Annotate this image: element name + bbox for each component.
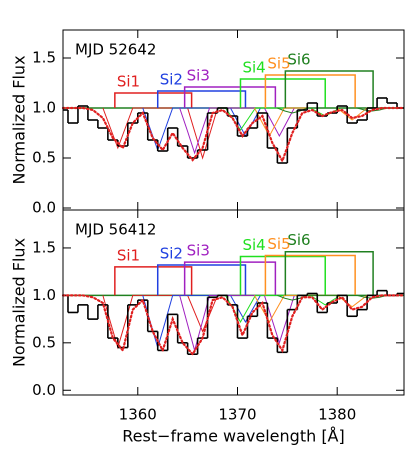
bracket-label: Si4 (242, 59, 265, 77)
y-tick-label: 0.5 (32, 149, 56, 167)
x-tick-label: 1360 (119, 406, 157, 424)
bracket (156, 90, 247, 108)
component-profile (142, 107, 261, 152)
component-profile (179, 294, 295, 353)
bracket-label: Si3 (187, 242, 210, 260)
x-tick-label: 1380 (318, 406, 356, 424)
bracket (156, 264, 247, 296)
bracket-label: Si6 (287, 231, 310, 249)
bracket-label: Si2 (160, 245, 183, 263)
bracket-label: Si4 (242, 236, 265, 254)
bracket (114, 266, 193, 296)
bracket (114, 92, 193, 108)
annotation: MJD 56412 (75, 221, 156, 239)
component-profile (142, 294, 261, 350)
bracket (284, 70, 374, 108)
y-tick-label: 0.0 (32, 199, 56, 217)
model-fit (61, 106, 404, 164)
bracket-label: Si3 (187, 67, 210, 85)
bracket (239, 78, 326, 108)
bracket-label: Si1 (117, 73, 140, 91)
y-tick-label: 1.5 (32, 238, 56, 256)
y-tick-label: 1.5 (32, 49, 56, 67)
bracket (183, 86, 277, 108)
bracket-label: Si2 (160, 71, 183, 89)
plot-frame (62, 209, 405, 396)
component-profile (277, 107, 388, 114)
bracket (264, 74, 356, 108)
bracket-label: Si5 (267, 235, 290, 253)
component-profile (179, 107, 295, 155)
bracket (239, 255, 326, 296)
x-axis-label: Rest−frame wavelength [Å] (122, 427, 345, 446)
y-tick-label: 1.0 (32, 286, 56, 304)
model-fit (61, 294, 404, 357)
y-axis-label: Normalized Flux (10, 55, 29, 184)
bracket-label: Si6 (287, 51, 310, 69)
y-tick-label: 0.0 (32, 381, 56, 399)
bracket (264, 254, 356, 296)
y-axis-label: Normalized Flux (10, 238, 29, 367)
y-tick-label: 1.0 (32, 99, 56, 117)
x-tick-label: 1370 (218, 406, 256, 424)
bracket (284, 250, 374, 296)
bracket (183, 261, 277, 296)
bracket-label: Si1 (117, 246, 140, 264)
annotation: MJD 52642 (75, 41, 156, 59)
component-profile (277, 294, 388, 301)
y-tick-label: 0.5 (32, 333, 56, 351)
bracket-label: Si5 (267, 55, 290, 73)
